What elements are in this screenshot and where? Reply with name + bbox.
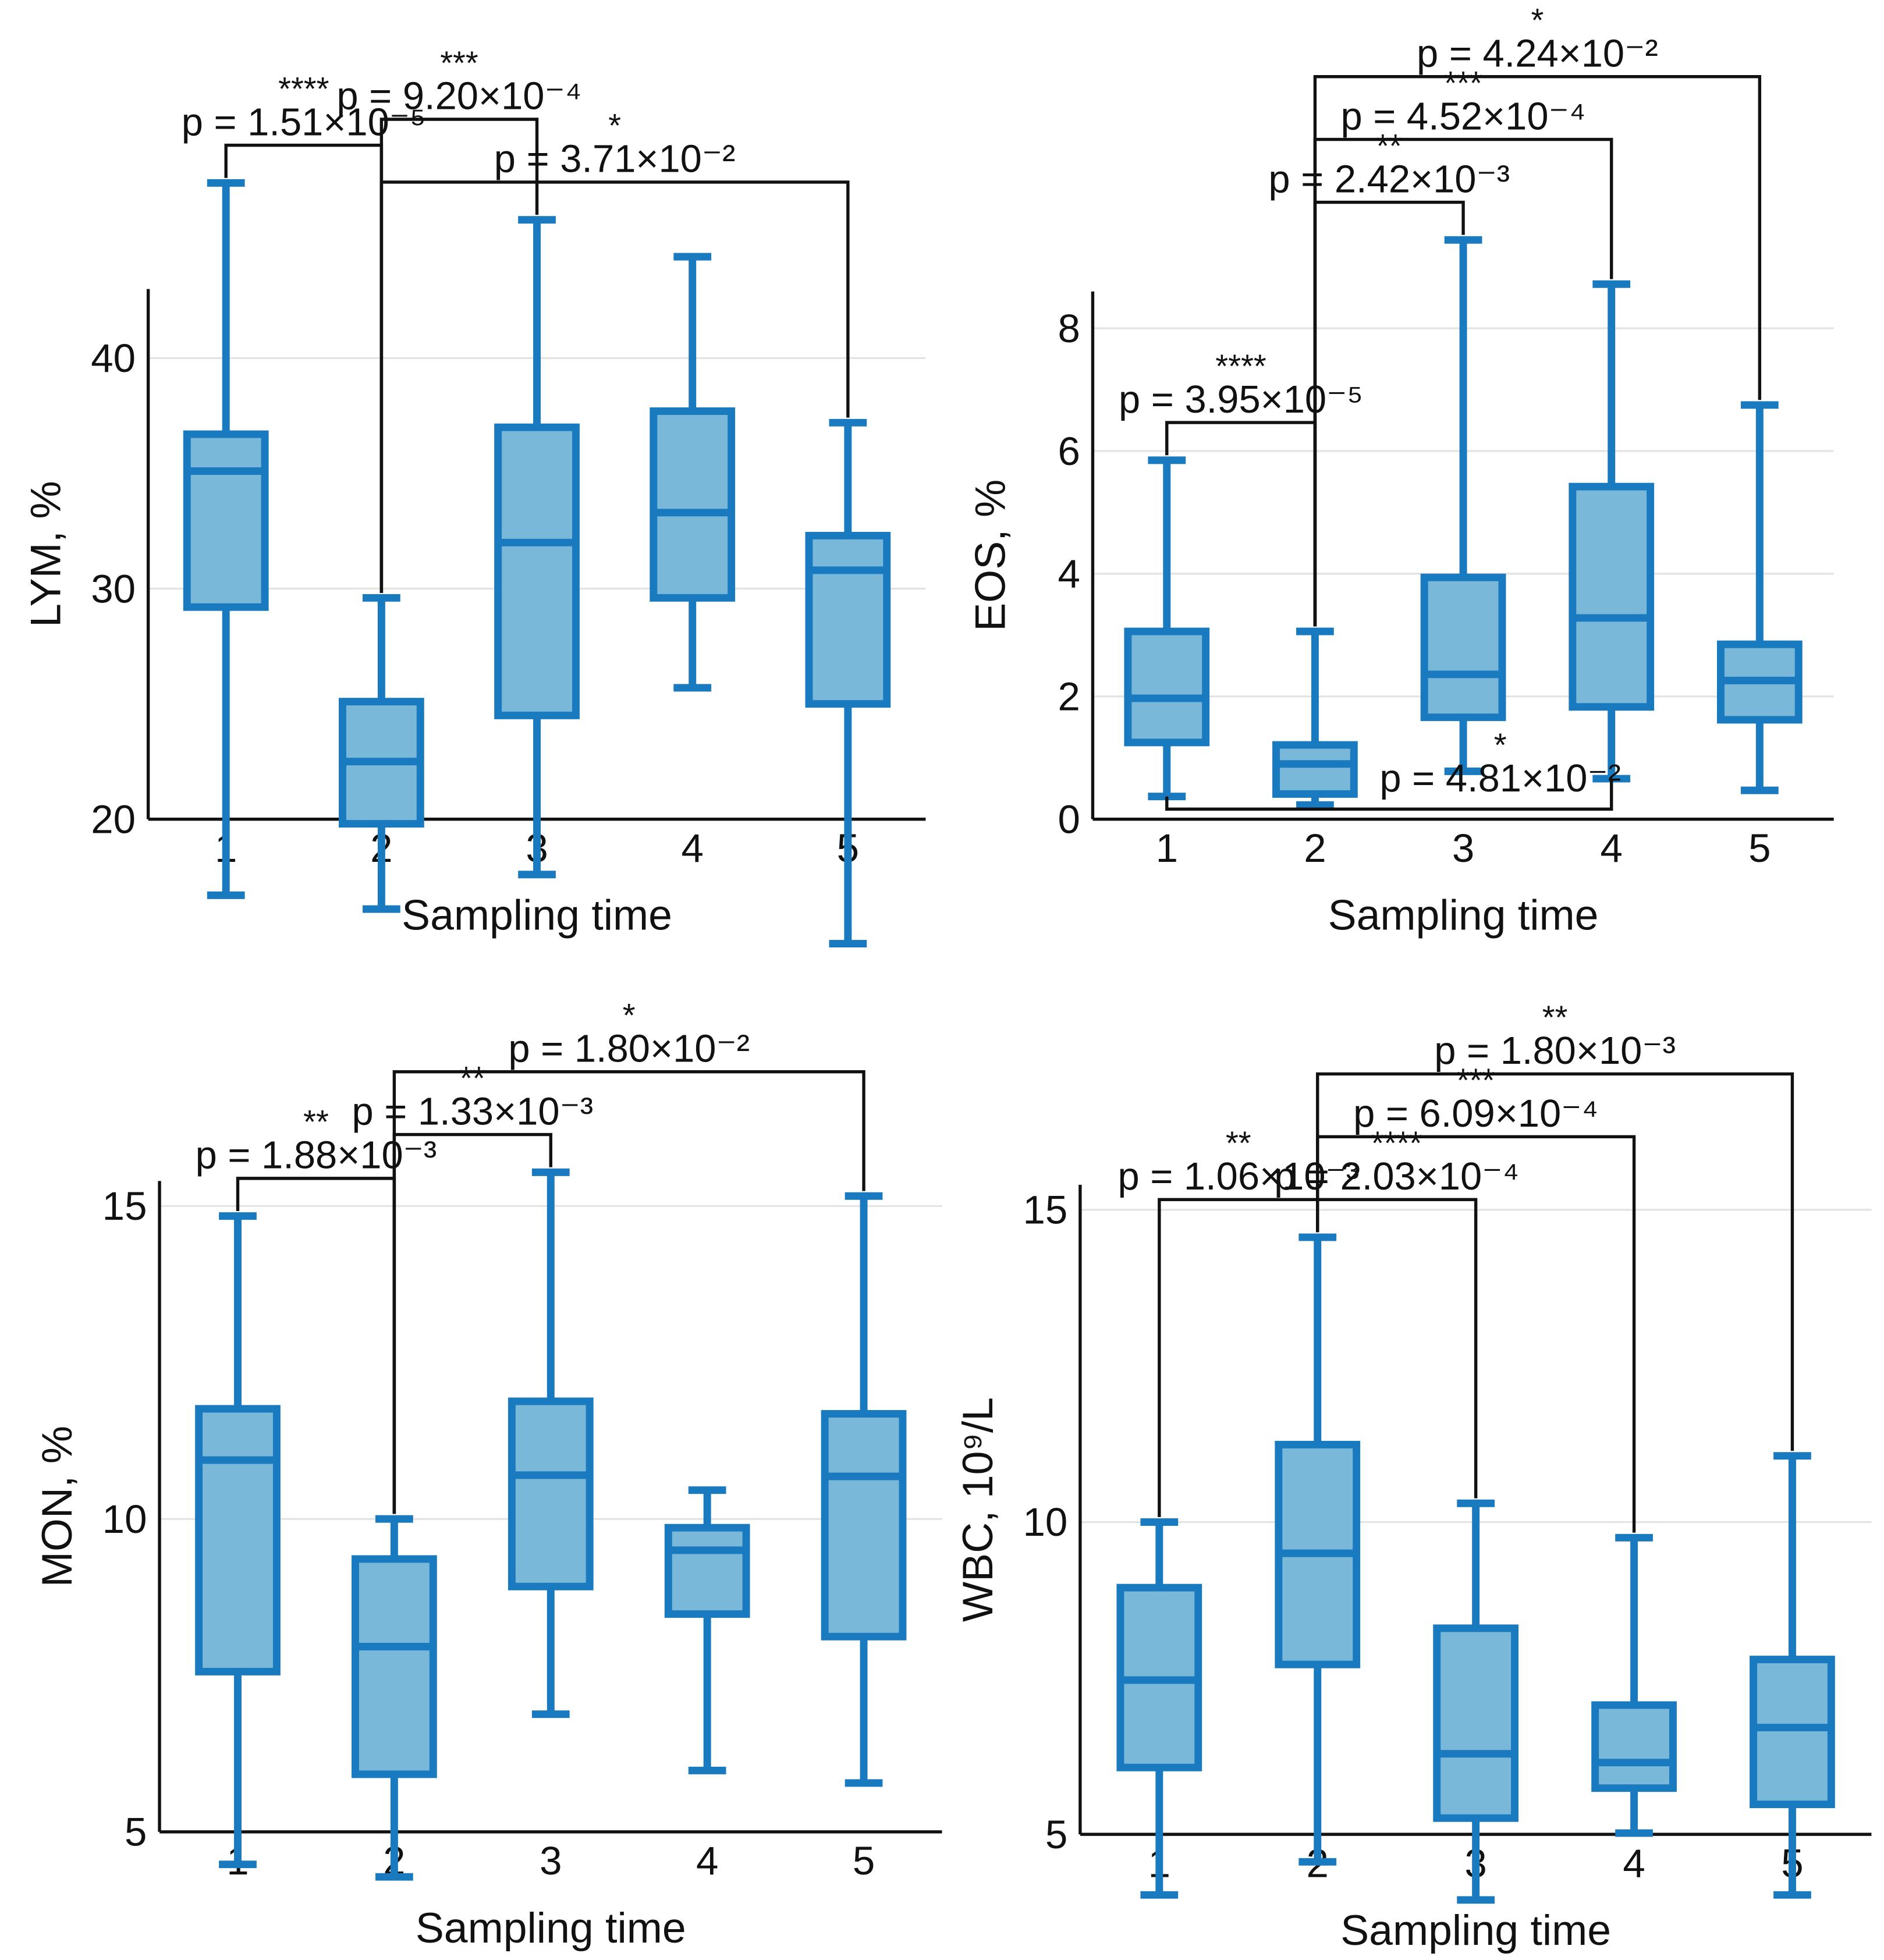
- significance-stars: ****: [1371, 1125, 1422, 1162]
- box: [352, 1555, 437, 1778]
- p-value: p = 2.42×10⁻³: [1268, 157, 1510, 201]
- bracket: [379, 118, 539, 593]
- x-tick-label: 2: [1304, 825, 1326, 871]
- box: [508, 1397, 594, 1590]
- y-tick-label: 15: [1023, 1187, 1067, 1233]
- x-tick-label: 5: [853, 1838, 875, 1883]
- box: [1591, 1701, 1677, 1792]
- x-axis-label: Sampling time: [1340, 1906, 1611, 1954]
- y-axis-label: WBC, 10⁹/L: [954, 1397, 1002, 1622]
- y-tick-label: 15: [102, 1183, 147, 1228]
- significance-stars: ***: [1444, 65, 1482, 101]
- y-tick-label: 10: [1023, 1499, 1067, 1544]
- box: [1433, 1624, 1519, 1822]
- y-tick-label: 30: [91, 566, 136, 611]
- bracket: [392, 1070, 865, 1514]
- box: [821, 1409, 907, 1641]
- p-value: p = 1.80×10⁻³: [1434, 1029, 1676, 1073]
- p-value: p = 6.09×10⁻⁴: [1353, 1092, 1598, 1135]
- significance-stars: **: [1542, 999, 1568, 1036]
- p-value: p = 1.80×10⁻²: [508, 1027, 750, 1070]
- box: [195, 1405, 281, 1675]
- x-tick-label: 4: [681, 825, 703, 871]
- y-tick-label: 8: [1058, 306, 1080, 351]
- p-value: p = 1.51×10⁻⁵: [182, 100, 426, 144]
- p-value: p = 1.88×10⁻³: [196, 1134, 437, 1177]
- box: [1750, 1656, 1835, 1809]
- y-tick-label: 5: [125, 1809, 147, 1855]
- p-value: p = 3.71×10⁻²: [494, 137, 736, 181]
- y-tick-label: 5: [1045, 1812, 1067, 1857]
- bracket: [1165, 779, 1613, 811]
- box: [650, 407, 736, 602]
- p-value: p = 3.95×10⁻⁵: [1119, 378, 1363, 421]
- x-tick-label: 1: [1156, 825, 1178, 871]
- y-tick-label: 20: [91, 796, 136, 841]
- box: [1272, 741, 1358, 798]
- box: [1124, 627, 1210, 747]
- p-value: p = 9.20×10⁻⁴: [336, 74, 581, 118]
- significance-stars: **: [1226, 1125, 1251, 1162]
- significance-stars: **: [1376, 127, 1402, 164]
- significance-stars: ***: [1457, 1062, 1495, 1099]
- y-tick-label: 2: [1058, 674, 1080, 719]
- y-axis-label: EOS, %: [966, 480, 1014, 631]
- y-tick-label: 10: [102, 1496, 147, 1542]
- x-axis-label: Sampling time: [402, 892, 672, 939]
- y-axis-label: MON, %: [33, 1426, 81, 1587]
- x-tick-label: 4: [1601, 825, 1623, 871]
- box: [183, 430, 269, 611]
- y-axis-label: LYM, %: [22, 481, 70, 627]
- box: [1420, 573, 1506, 722]
- bracket: [379, 180, 850, 593]
- significance-stars: **: [303, 1103, 329, 1140]
- x-axis-label: Sampling time: [1328, 892, 1599, 939]
- significance-stars: ****: [1215, 347, 1266, 384]
- box: [1569, 482, 1655, 711]
- significance-stars: *: [608, 107, 621, 144]
- p-value: p = 4.24×10⁻²: [1417, 31, 1658, 75]
- x-tick-label: 3: [540, 1838, 562, 1883]
- x-tick-label: 4: [1623, 1840, 1645, 1886]
- significance-stars: *: [1531, 2, 1544, 38]
- box: [805, 531, 891, 708]
- p-value: p = 2.03×10⁻⁴: [1274, 1155, 1519, 1198]
- p-value: p = 4.52×10⁻⁴: [1340, 94, 1585, 138]
- bracket: [1313, 74, 1762, 627]
- box: [664, 1524, 750, 1618]
- significance-stars: *: [623, 997, 636, 1034]
- x-tick-label: 3: [1452, 825, 1474, 871]
- p-value: p = 4.81×10⁻²: [1379, 757, 1621, 800]
- bracket: [1316, 1072, 1794, 1451]
- bracket: [1165, 421, 1317, 627]
- significance-stars: ***: [440, 44, 478, 81]
- y-tick-label: 40: [91, 335, 136, 381]
- box: [494, 423, 580, 719]
- significance-stars: *: [1494, 727, 1507, 764]
- p-value: p = 1.33×10⁻³: [352, 1089, 593, 1133]
- x-axis-label: Sampling time: [416, 1904, 686, 1952]
- x-tick-label: 4: [696, 1838, 718, 1883]
- y-tick-label: 6: [1058, 428, 1080, 474]
- y-tick-label: 4: [1058, 551, 1080, 596]
- significance-stars: **: [460, 1060, 485, 1096]
- x-tick-label: 5: [1748, 825, 1771, 871]
- significance-stars: ****: [278, 70, 329, 107]
- y-tick-label: 0: [1058, 796, 1080, 841]
